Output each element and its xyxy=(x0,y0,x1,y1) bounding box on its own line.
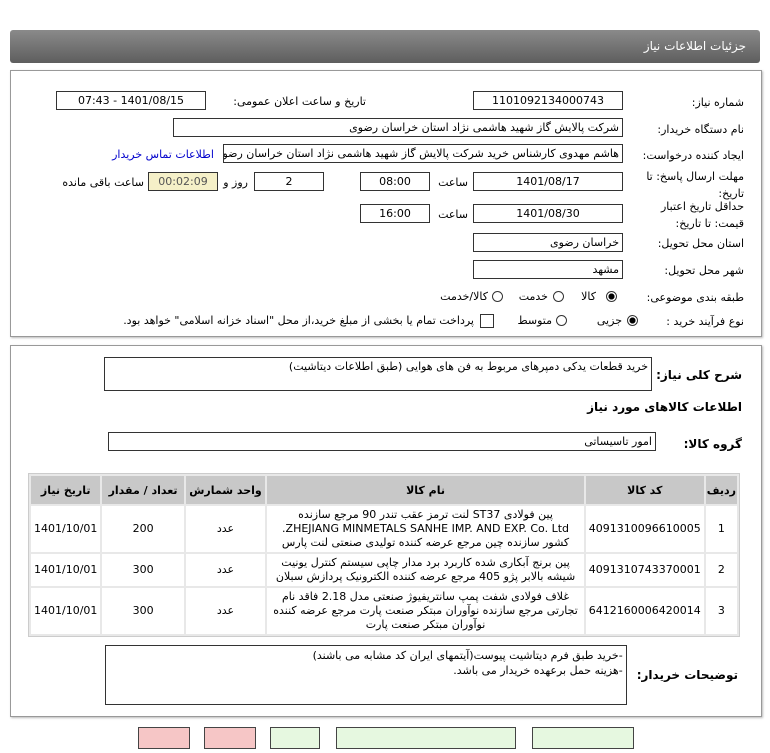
validity-label: حداقل تاریخ اعتبار قیمت: تا تاریخ: xyxy=(660,200,744,230)
creator-field: هاشم مهدوی کارشناس خرید شرکت پالایش گاز … xyxy=(223,144,623,163)
creator-label: ایجاد کننده درخواست: xyxy=(642,149,744,162)
city-field: مشهد xyxy=(473,260,623,279)
need-date: 1401/10/01 xyxy=(31,554,101,586)
deadline-date-field: 1401/08/17 xyxy=(473,172,623,191)
deadline-time-label: ساعت xyxy=(438,176,468,189)
summary-field: خرید قطعات یدکی دمپرهای مربوط به فن های … xyxy=(104,357,652,391)
category-option-goods: کالا xyxy=(581,290,596,303)
goods-table: ردیف کد کالا نام کالا واحد شمارش تعداد /… xyxy=(28,473,740,637)
need-date: 1401/10/01 xyxy=(31,506,101,552)
note-line: -خرید طبق فرم دیتاشیت پیوست(آیتمهای ایرا… xyxy=(312,649,623,662)
remaining-label: ساعت باقی مانده xyxy=(62,176,144,189)
city-label: شهر محل تحویل: xyxy=(664,264,744,277)
process-option-minor: جزیی xyxy=(596,314,622,327)
notes-row: توضیحات خریدار: -خرید طبق فرم دیتاشیت پی… xyxy=(28,645,740,705)
item-name: پین فولادی ST37 لنت ترمز عقب تندر 90 مرج… xyxy=(267,506,584,552)
announce-field: 1401/08/15 - 07:43 xyxy=(56,91,206,110)
process-label: نوع فرآیند خرید : xyxy=(666,315,744,328)
page-title: جزئیات اطلاعات نیاز xyxy=(643,39,746,53)
col-code: کد کالا xyxy=(585,476,704,504)
validity-time-field: 16:00 xyxy=(360,204,430,223)
category-option-service: خدمت xyxy=(518,290,548,303)
unit: عدد xyxy=(185,588,266,634)
goods-group-field: امور تاسیساتی xyxy=(108,432,656,451)
days-label: روز و xyxy=(223,176,248,189)
action-button-2[interactable] xyxy=(204,727,256,749)
table-row: 1 4091310096610005 پین فولادی ST37 لنت ترم… xyxy=(31,506,737,552)
validity-date-field: 1401/08/30 xyxy=(473,204,623,223)
need-number-field: 1101092134000743 xyxy=(473,91,623,110)
table-row: 3 6412160006420014 غلاف فولادی شفت پمپ سان… xyxy=(31,588,737,634)
need-number-label: شماره نیاز: xyxy=(691,96,744,109)
process-radio-medium[interactable] xyxy=(556,315,567,326)
row-number: 3 xyxy=(705,588,737,634)
item-code: 4091310743370001 xyxy=(585,554,704,586)
item-name: پین برنج آبکاری شده کاربرد برد مدار چاپی… xyxy=(267,554,584,586)
item-code: 4091310096610005 xyxy=(585,506,704,552)
quantity: 200 xyxy=(102,506,184,552)
summary-label: شرح کلی نیاز: xyxy=(656,368,742,382)
col-date: تاریخ نیاز xyxy=(31,476,101,504)
col-name: نام کالا xyxy=(267,476,584,504)
category-radio-goods[interactable] xyxy=(606,291,617,302)
unit: عدد xyxy=(185,554,266,586)
validity-time-label: ساعت xyxy=(438,208,468,221)
need-info-panel xyxy=(10,70,762,337)
action-button-4[interactable] xyxy=(336,727,516,749)
action-button-1[interactable] xyxy=(138,727,190,749)
treasury-checkbox[interactable] xyxy=(480,314,494,328)
category-radio-goods-service[interactable] xyxy=(492,291,503,302)
province-label: استان محل تحویل: xyxy=(657,237,744,250)
category-label: طبقه بندی موضوعی: xyxy=(646,291,744,304)
goods-and-notes: ردیف کد کالا نام کالا واحد شمارش تعداد /… xyxy=(28,473,740,749)
notes-field: -خرید طبق فرم دیتاشیت پیوست(آیتمهای ایرا… xyxy=(104,645,627,705)
row-number: 2 xyxy=(705,554,737,586)
buyer-label: نام دستگاه خریدار: xyxy=(657,123,744,136)
table-row: 2 4091310743370001 پین برنج آبکاری شده کار… xyxy=(31,554,737,586)
note-line: -هزینه حمل برعهده خریدار می باشد. xyxy=(453,664,623,677)
process-radio-minor[interactable] xyxy=(627,315,638,326)
row-number: 1 xyxy=(705,506,737,552)
col-row: ردیف xyxy=(705,476,737,504)
category-radio-service[interactable] xyxy=(553,291,564,302)
page-header: جزئیات اطلاعات نیاز xyxy=(10,30,760,63)
quantity: 300 xyxy=(102,588,184,634)
item-name: غلاف فولادی شفت پمپ سانتریفیوژ صنعتی مدل… xyxy=(267,588,584,634)
action-button-5[interactable] xyxy=(532,727,634,749)
item-code: 6412160006420014 xyxy=(585,588,704,634)
treasury-text: پرداخت تمام یا بخشی از مبلغ خرید،از محل … xyxy=(123,314,474,327)
quantity: 300 xyxy=(102,554,184,586)
buyer-field: شرکت پالایش گاز شهید هاشمی نژاد استان خر… xyxy=(173,118,623,137)
goods-section-title: اطلاعات کالاهای مورد نیاز xyxy=(587,400,742,414)
need-date: 1401/10/01 xyxy=(31,588,101,634)
notes-label: توضیحات خریدار: xyxy=(636,668,738,682)
goods-group-label: گروه کالا: xyxy=(683,437,742,451)
deadline-label: مهلت ارسال پاسخ: تا تاریخ: xyxy=(646,170,744,200)
action-buttons xyxy=(28,727,740,749)
col-unit: واحد شمارش xyxy=(185,476,266,504)
announce-label: تاریخ و ساعت اعلان عمومی: xyxy=(233,95,366,108)
province-field: خراسان رضوی xyxy=(473,233,623,252)
col-qty: تعداد / مقدار xyxy=(102,476,184,504)
process-option-medium: متوسط xyxy=(517,314,552,327)
remaining-time-field: 00:02:09 xyxy=(148,172,218,191)
unit: عدد xyxy=(185,506,266,552)
deadline-time-field: 08:00 xyxy=(360,172,430,191)
days-field: 2 xyxy=(254,172,324,191)
buyer-contact-link[interactable]: اطلاعات تماس خریدار xyxy=(112,148,214,161)
category-option-goods-service: کالا/خدمت xyxy=(440,290,488,303)
action-button-3[interactable] xyxy=(270,727,320,749)
